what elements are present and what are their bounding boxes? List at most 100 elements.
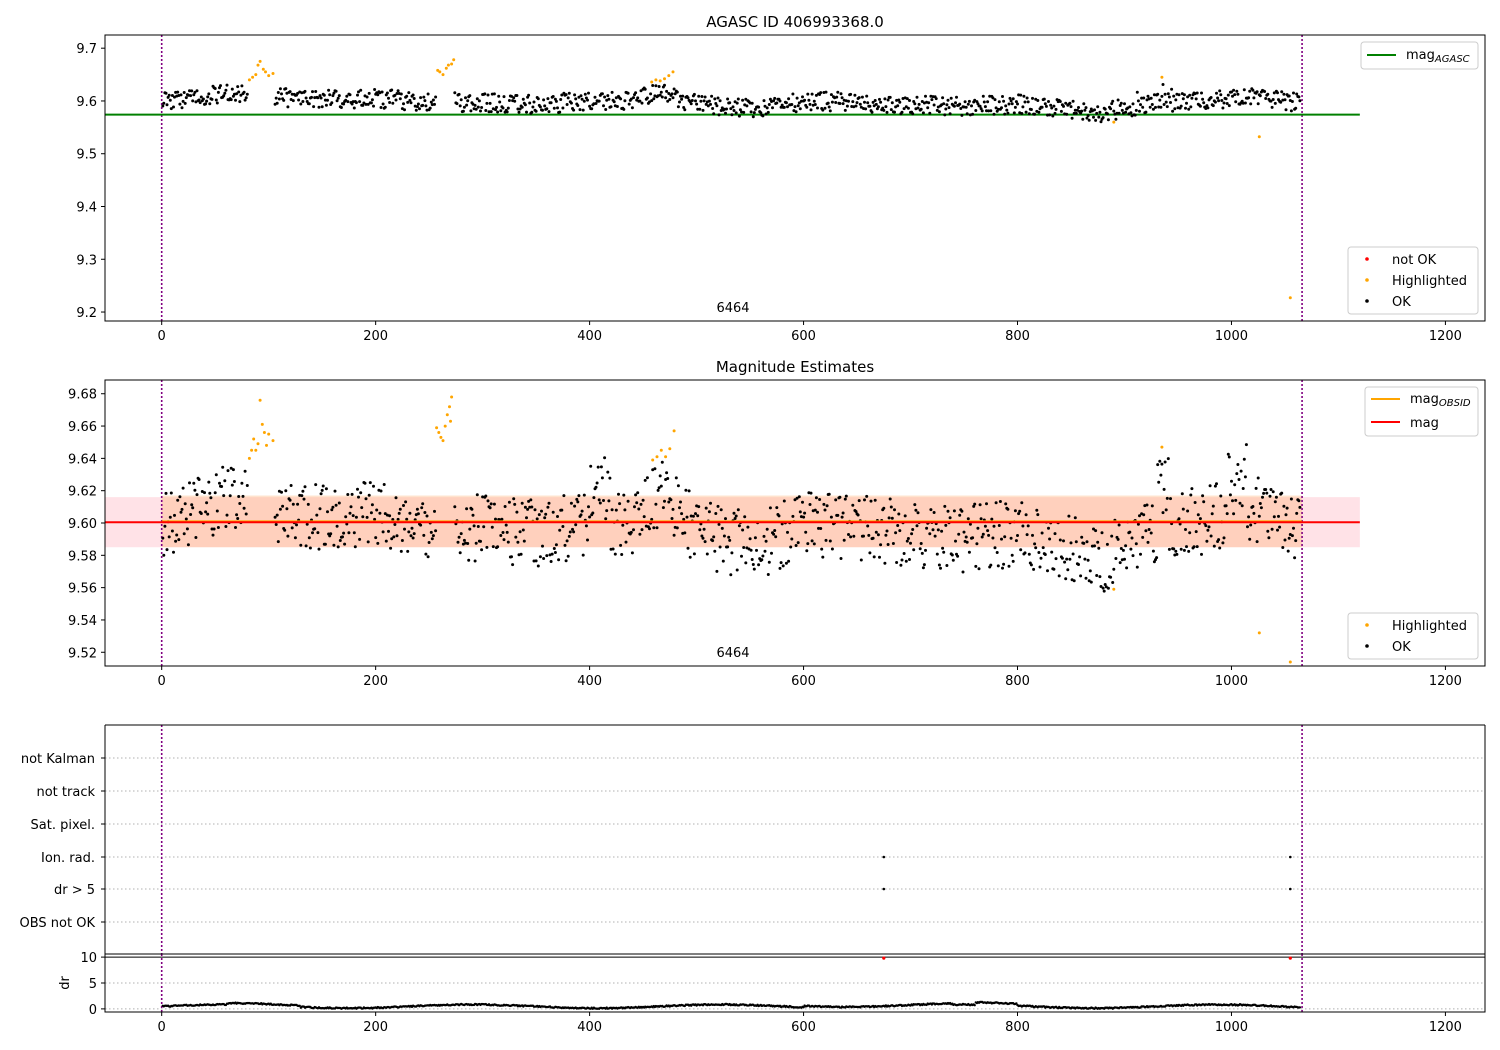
ok-point xyxy=(614,508,618,512)
ok-point xyxy=(242,506,246,510)
ok-point xyxy=(1002,99,1006,103)
ok-point xyxy=(236,517,240,520)
ok-point xyxy=(683,108,687,112)
ok-point xyxy=(821,555,825,559)
ok-point xyxy=(806,92,810,96)
ok-point xyxy=(1217,538,1221,542)
ok-point xyxy=(324,487,328,491)
ok-point xyxy=(967,550,971,554)
ok-point xyxy=(516,540,520,544)
ok-point xyxy=(617,492,620,496)
ok-point xyxy=(637,507,641,511)
ok-point xyxy=(224,88,228,92)
ok-point xyxy=(882,506,886,510)
ok-point xyxy=(1036,99,1040,102)
ok-point xyxy=(385,91,389,95)
ok-point xyxy=(1102,589,1106,593)
ok-point xyxy=(519,552,523,556)
ok-point xyxy=(286,105,290,109)
highlighted-point xyxy=(452,58,456,62)
ok-point xyxy=(697,505,701,509)
ok-point xyxy=(1009,536,1013,540)
ok-point xyxy=(372,484,375,488)
ok-point xyxy=(1112,567,1116,571)
ok-point xyxy=(296,502,300,506)
x-tick-label: 400 xyxy=(577,674,602,689)
ok-point xyxy=(1159,473,1163,477)
ok-point xyxy=(845,104,849,108)
ok-point xyxy=(997,100,1001,104)
ok-point xyxy=(313,527,317,531)
ok-point xyxy=(365,515,369,519)
ok-point xyxy=(561,525,565,528)
ok-point xyxy=(583,92,587,96)
ok-point xyxy=(1278,525,1282,529)
ok-point xyxy=(1164,508,1168,512)
ok-point xyxy=(388,514,392,518)
y-tick-label: 9.5 xyxy=(76,148,97,163)
x-tick-label: 600 xyxy=(791,674,816,689)
ok-point xyxy=(1233,483,1237,487)
ok-point xyxy=(474,541,478,545)
ok-point xyxy=(1008,96,1012,100)
ok-point xyxy=(660,460,664,464)
highlighted-point xyxy=(651,458,655,462)
ok-point xyxy=(407,530,411,534)
ok-point xyxy=(1162,103,1166,106)
ok-point xyxy=(634,493,638,497)
ok-point xyxy=(1172,94,1176,98)
ok-point xyxy=(1150,103,1154,106)
ok-point xyxy=(871,536,875,540)
ok-point xyxy=(503,505,507,508)
ok-point xyxy=(184,96,188,100)
ok-point xyxy=(828,539,832,543)
ok-point xyxy=(389,546,393,550)
ok-point xyxy=(970,104,973,108)
ok-point xyxy=(809,108,813,112)
ok-point xyxy=(525,110,528,114)
ok-point xyxy=(411,93,415,97)
ok-point xyxy=(311,90,314,94)
ok-point xyxy=(1121,548,1125,552)
ok-point xyxy=(1226,93,1230,97)
ok-point xyxy=(380,90,384,94)
y-tick-label: 0 xyxy=(89,1003,97,1018)
ok-point xyxy=(1001,566,1004,570)
ok-point xyxy=(244,96,248,100)
ok-point xyxy=(897,512,901,516)
ok-point xyxy=(945,103,949,107)
ok-point xyxy=(1109,107,1113,111)
ok-point xyxy=(1020,112,1024,115)
ok-point xyxy=(476,105,480,109)
ok-point xyxy=(1255,540,1259,544)
ok-point xyxy=(558,528,562,532)
dr-point xyxy=(1015,1002,1018,1005)
y-tick-label: 9.7 xyxy=(76,42,97,57)
ok-point xyxy=(798,510,802,514)
ok-point xyxy=(235,513,239,517)
ok-point xyxy=(399,549,403,553)
ok-point xyxy=(701,536,705,540)
ok-point xyxy=(1021,524,1025,528)
ok-point xyxy=(639,89,643,93)
ok-point xyxy=(607,97,611,101)
ok-point xyxy=(372,104,375,108)
ok-point xyxy=(798,107,802,111)
ok-point xyxy=(342,531,346,535)
ok-point xyxy=(908,558,911,561)
ok-point xyxy=(1141,105,1145,109)
ok-point xyxy=(834,498,838,502)
ok-point xyxy=(342,102,346,106)
ok-point xyxy=(582,493,586,497)
ok-point xyxy=(515,94,519,97)
ok-point xyxy=(721,559,725,563)
ok-point xyxy=(1293,556,1297,560)
ok-point xyxy=(1002,562,1006,566)
ok-point xyxy=(1105,112,1109,116)
ok-point xyxy=(567,91,571,95)
ok-point xyxy=(464,96,467,100)
ok-point xyxy=(353,545,357,549)
ok-point xyxy=(1000,537,1003,541)
ok-point xyxy=(843,497,847,501)
